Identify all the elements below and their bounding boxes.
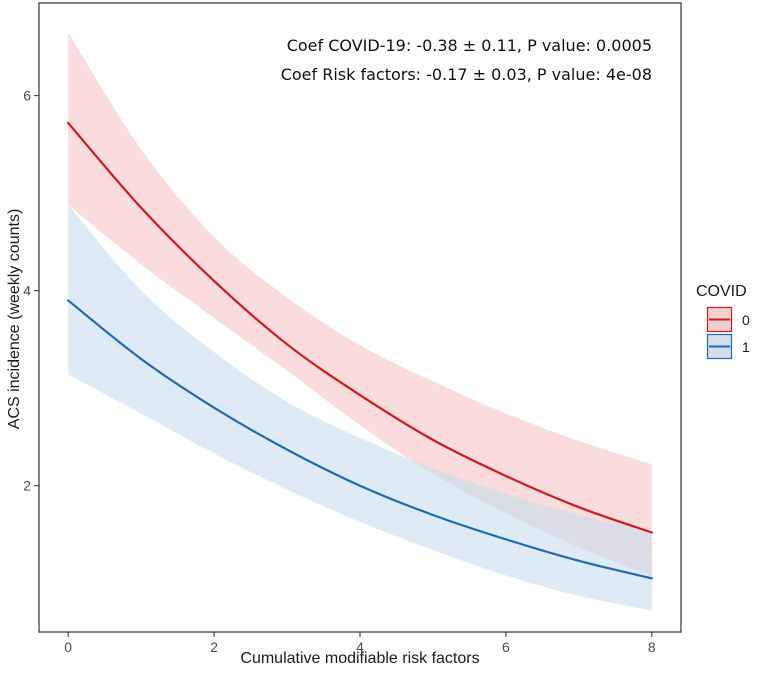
y-axis-title: ACS incidence (weekly counts) [6, 209, 23, 430]
x-tick-label-6: 6 [502, 639, 510, 655]
confidence-band-covid-1 [68, 204, 652, 611]
data-point-covid-1-x0 [67, 299, 69, 302]
x-axis: 0 2 4 6 8 [64, 632, 656, 655]
data-point-covid-0-x8 [651, 531, 653, 534]
data-point-covid-1-x8 [651, 577, 653, 580]
y-tick-label-6: 6 [23, 88, 31, 104]
y-axis: 2 4 6 [23, 88, 39, 494]
x-tick-label-8: 8 [648, 639, 656, 655]
data-point-covid-0-x1 [140, 206, 142, 209]
data-point-covid-1-x1 [140, 358, 142, 360]
data-point-covid-1-x5 [432, 514, 434, 516]
confidence-bands [68, 32, 652, 611]
annotation-block: Coef COVID-19: -0.38 ± 0.11, P value: 0.… [281, 36, 652, 84]
data-point-covid-0-x0 [67, 122, 69, 124]
data-point-covid-1-x6 [505, 538, 507, 541]
data-point-covid-1-x3 [286, 448, 288, 451]
data-point-covid-1-x2 [213, 406, 215, 409]
series-line-covid-0 [67, 121, 653, 534]
data-point-covid-0-x2 [213, 280, 215, 282]
annotation-covid: Coef COVID-19: -0.38 ± 0.11, P value: 0.… [287, 36, 652, 55]
x-tick-label-2: 2 [210, 639, 218, 655]
legend-item-covid-0: 0 [706, 306, 750, 333]
confidence-band-covid-0 [68, 32, 652, 577]
data-point-covid-0-x4 [359, 394, 361, 396]
data-point-covid-0-x6 [505, 475, 507, 477]
legend-title: COVID [696, 283, 747, 300]
data-point-covid-1-x7 [578, 560, 580, 562]
series-line-covid-1 [67, 299, 653, 580]
y-tick-label-4: 4 [23, 283, 31, 299]
legend-label-covid-0: 0 [742, 312, 750, 328]
annotation-risk-factors: Coef Risk factors: -0.17 ± 0.03, P value… [281, 65, 652, 84]
legend-label-covid-1: 1 [742, 339, 750, 355]
series-lines [67, 121, 653, 580]
legend-item-covid-1: 1 [706, 333, 750, 360]
data-point-covid-0-x5 [432, 439, 434, 441]
data-point-covid-0-x7 [578, 506, 580, 508]
x-axis-title: Cumulative modifiable risk factors [240, 650, 479, 667]
y-tick-label-2: 2 [23, 478, 31, 494]
data-point-covid-0-x3 [286, 343, 288, 346]
x-tick-label-4: 4 [356, 639, 364, 655]
legend: COVID 0 1 [696, 283, 750, 360]
x-tick-label-0: 0 [64, 639, 72, 655]
data-point-covid-1-x4 [359, 484, 361, 487]
